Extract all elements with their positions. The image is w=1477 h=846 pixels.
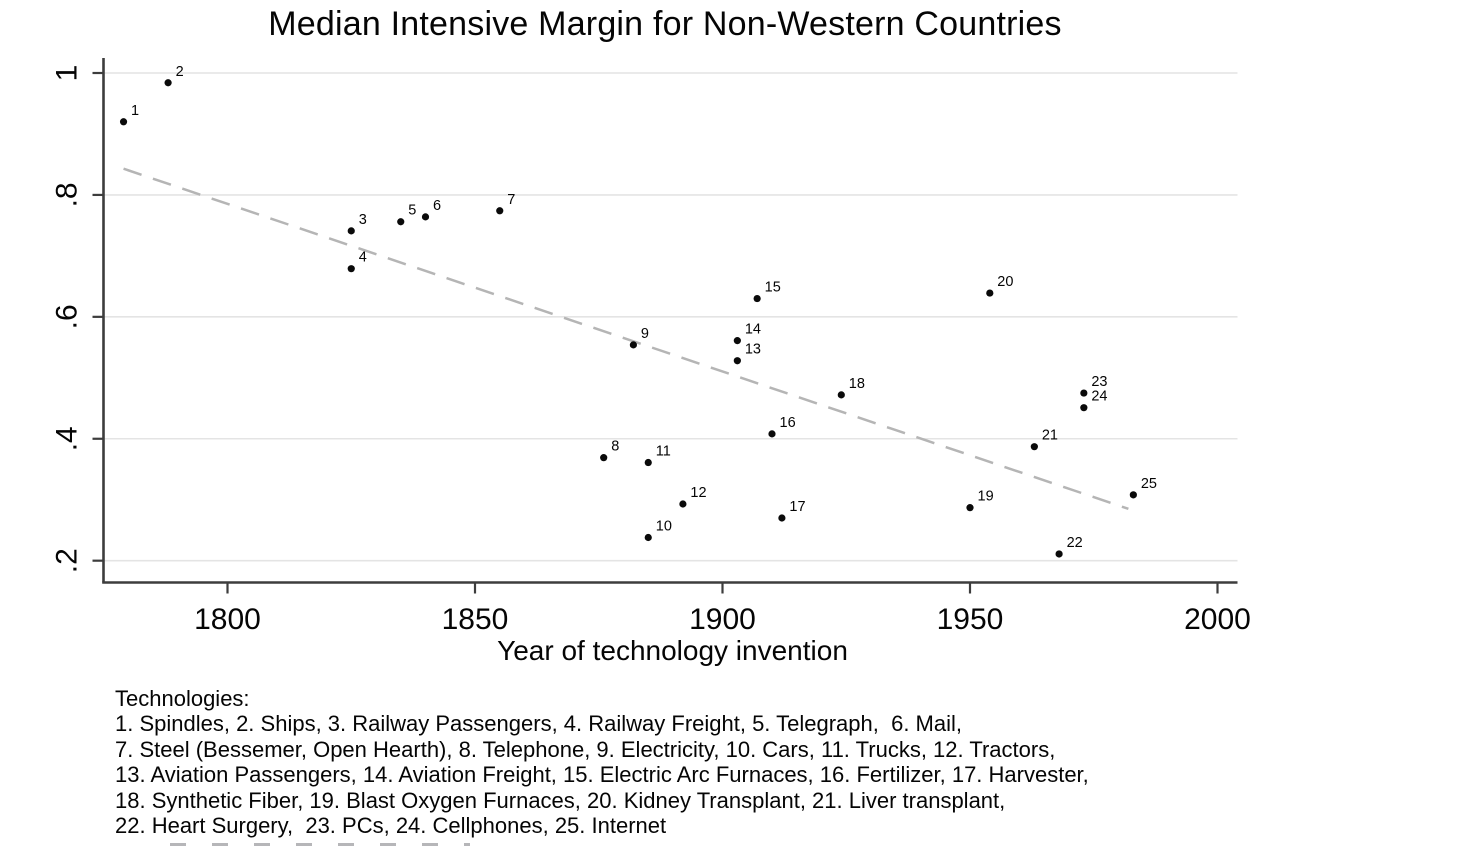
legend-line: 18. Synthetic Fiber, 19. Blast Oxygen Fu… bbox=[115, 787, 1006, 813]
x-axis-title: Year of technology invention bbox=[497, 635, 848, 666]
data-point-label-11: 11 bbox=[656, 444, 671, 460]
technologies-legend: Technologies: 1. Spindles, 2. Ships, 3. … bbox=[115, 686, 1089, 838]
data-point-8 bbox=[600, 454, 608, 462]
data-point-25 bbox=[1129, 491, 1137, 499]
axes bbox=[92, 58, 1238, 594]
clipped-next-content-fragment bbox=[170, 843, 470, 846]
data-point-label-8: 8 bbox=[611, 439, 619, 455]
x-tick-label: 1950 bbox=[937, 603, 1004, 636]
data-point-label-2: 2 bbox=[176, 64, 184, 80]
trend-line-group bbox=[123, 167, 1129, 511]
data-point-label-17: 17 bbox=[789, 499, 805, 515]
data-point-6 bbox=[421, 213, 430, 221]
y-tick-label: .6 bbox=[51, 304, 84, 329]
data-point-label-25: 25 bbox=[1141, 476, 1157, 492]
data-point-label-24: 24 bbox=[1091, 389, 1107, 405]
y-tick-label: .2 bbox=[51, 548, 84, 573]
data-point-label-22: 22 bbox=[1067, 535, 1083, 551]
legend-line: 13. Aviation Passengers, 14. Aviation Fr… bbox=[115, 762, 1089, 788]
data-point-label-18: 18 bbox=[849, 376, 865, 392]
data-point-1 bbox=[119, 118, 128, 126]
data-point-5 bbox=[397, 218, 405, 226]
data-point-label-6: 6 bbox=[433, 198, 441, 214]
data-point-label-5: 5 bbox=[408, 203, 416, 219]
data-point-label-23: 23 bbox=[1091, 374, 1107, 390]
data-point-19 bbox=[966, 504, 974, 512]
y-tick-label: 1 bbox=[51, 65, 84, 82]
gridlines bbox=[103, 72, 1238, 562]
data-point-13 bbox=[733, 357, 741, 365]
legend-heading: Technologies: bbox=[115, 686, 250, 711]
tick-labels: .2 .4 .6 .8 1 1800 1850 1900 1950 2000 bbox=[51, 65, 1251, 636]
data-point-7 bbox=[496, 207, 504, 215]
data-point-11 bbox=[644, 458, 652, 467]
data-point-label-4: 4 bbox=[359, 250, 367, 266]
data-point-10 bbox=[644, 533, 652, 542]
data-point-label-12: 12 bbox=[690, 485, 706, 501]
data-point-20 bbox=[986, 289, 994, 297]
data-point-4 bbox=[347, 265, 355, 273]
x-tick-label: 1850 bbox=[442, 603, 509, 636]
y-tick-label: .8 bbox=[51, 182, 84, 207]
data-point-label-14: 14 bbox=[745, 322, 761, 338]
data-point-label-3: 3 bbox=[359, 212, 367, 228]
legend-line: 1. Spindles, 2. Ships, 3. Railway Passen… bbox=[115, 711, 963, 737]
data-point-3 bbox=[347, 227, 355, 235]
data-point-15 bbox=[753, 294, 761, 303]
data-point-label-15: 15 bbox=[765, 280, 781, 296]
data-point-14 bbox=[733, 337, 741, 345]
data-point-22 bbox=[1055, 550, 1063, 558]
data-point-label-10: 10 bbox=[656, 519, 672, 535]
y-tick-label: .4 bbox=[51, 426, 84, 451]
data-point-label-9: 9 bbox=[641, 326, 649, 342]
data-point-label-16: 16 bbox=[780, 415, 796, 431]
x-tick-label: 2000 bbox=[1184, 603, 1251, 636]
data-point-9 bbox=[629, 341, 638, 349]
data-point-label-21: 21 bbox=[1042, 428, 1058, 444]
legend-line: 7. Steel (Bessemer, Open Hearth), 8. Tel… bbox=[115, 736, 1056, 762]
data-point-12 bbox=[679, 500, 687, 508]
data-point-label-1: 1 bbox=[131, 103, 139, 119]
data-point-18 bbox=[837, 391, 845, 399]
data-point-21 bbox=[1030, 443, 1038, 451]
x-tick-label: 1900 bbox=[689, 603, 756, 636]
data-point-2 bbox=[164, 79, 172, 87]
data-point-label-19: 19 bbox=[978, 489, 994, 505]
data-point-17 bbox=[778, 514, 786, 522]
data-point-label-13: 13 bbox=[745, 342, 761, 358]
data-point-label-7: 7 bbox=[507, 192, 515, 208]
data-point-24 bbox=[1080, 404, 1088, 412]
data-point-16 bbox=[768, 430, 776, 438]
fitted-trend-line bbox=[123, 167, 1129, 511]
chart-title: Median Intensive Margin for Non-Western … bbox=[268, 5, 1062, 43]
x-tick-label: 1800 bbox=[194, 603, 261, 636]
legend-line: 22. Heart Surgery, 23. PCs, 24. Cellphon… bbox=[115, 813, 667, 839]
data-point-23 bbox=[1080, 389, 1088, 397]
data-point-label-20: 20 bbox=[997, 274, 1013, 290]
